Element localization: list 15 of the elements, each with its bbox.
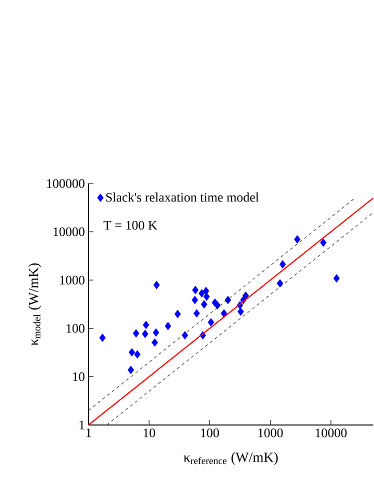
x-tick-label: 1000 [258,428,283,438]
x-tick-label: 100 [201,428,219,438]
y-tick-label: 1000 [60,276,84,284]
x-axis-title: $\text{κ}_{\text{reference}}\text{ (W/mK)}$ [184,452,278,465]
x-tick-label: 10 [144,428,156,438]
annotation: T = 100 K [104,220,158,230]
y-tick-label: 10 [73,372,84,382]
x-tick-label: 1 [86,428,91,438]
y-tick-label: 10000 [54,227,84,236]
y-axis-title: $\text{κ}_{\text{model}}\text{ (W/mK)}$ [28,263,42,346]
y-tick-label: 100000 [47,179,84,188]
y-tick-label: 1 [80,420,84,430]
x-tick-label: 10000 [316,428,347,438]
y-tick-label: 100 [66,324,84,333]
legend-label: Slack's relaxation time model [106,192,259,202]
